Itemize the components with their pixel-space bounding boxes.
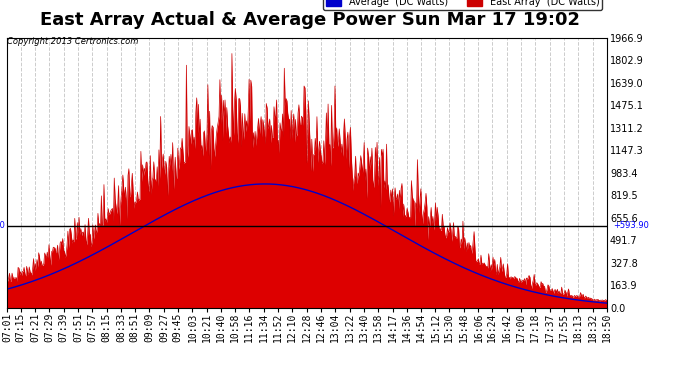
Text: Copyright 2013 Certronics.com: Copyright 2013 Certronics.com xyxy=(7,38,138,46)
Legend: Average  (DC Watts), East Array  (DC Watts): Average (DC Watts), East Array (DC Watts… xyxy=(324,0,602,10)
Text: +593.90: +593.90 xyxy=(0,222,6,231)
Text: East Array Actual & Average Power Sun Mar 17 19:02: East Array Actual & Average Power Sun Ma… xyxy=(41,11,580,29)
Text: +593.90: +593.90 xyxy=(613,222,649,231)
